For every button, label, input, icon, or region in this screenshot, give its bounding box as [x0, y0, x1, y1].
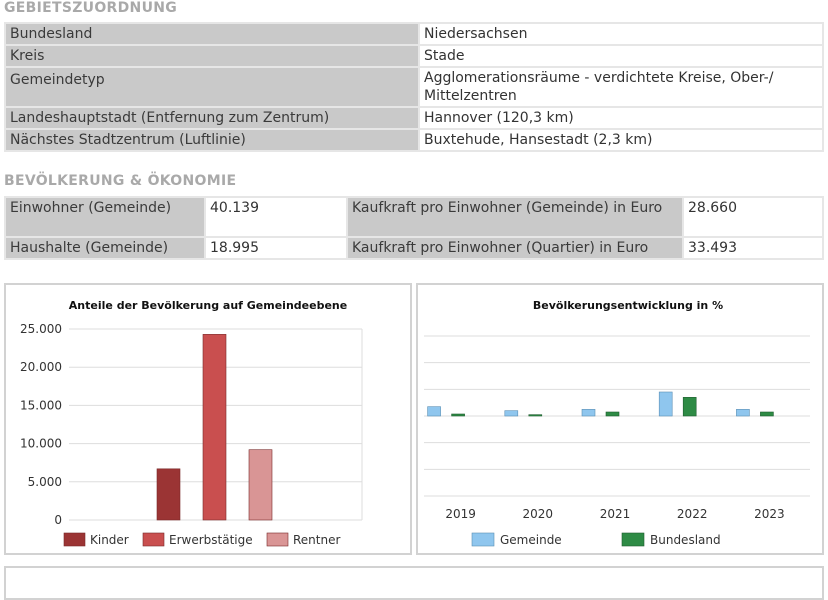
section-title-bevoelkerung: BEVÖLKERUNG & ÖKONOMIE	[4, 173, 237, 189]
row-value: 28.660	[682, 196, 824, 238]
legend-label: Erwerbstätige	[169, 533, 253, 547]
legend-label: Bundesland	[650, 533, 721, 547]
chart-title: Anteile der Bevölkerung auf Gemeindeeben…	[69, 299, 347, 312]
section-title-gebiet: GEBIETSZUORDNUNG	[4, 0, 178, 16]
chart-title: Bevölkerungsentwicklung in %	[533, 299, 723, 312]
bar-bundesland-2021	[605, 411, 620, 417]
row-value: 33.493	[682, 236, 824, 260]
bar-erwerbstätige	[202, 334, 227, 521]
row-label: Kreis	[4, 44, 420, 68]
y-tick-label: 5.000	[28, 475, 62, 489]
y-tick-label: 15.000	[20, 398, 62, 412]
next-chart-box	[4, 566, 824, 600]
row-label: Kaufkraft pro Einwohner (Quartier) in Eu…	[346, 236, 684, 260]
x-tick-label: 2020	[523, 507, 554, 521]
table-row: Kreis Stade	[4, 44, 824, 68]
row-label: Gemeindetyp	[4, 66, 420, 108]
row-value: 18.995	[204, 236, 348, 260]
row-value: Hannover (120,3 km)	[418, 106, 824, 130]
row-value: 40.139	[204, 196, 348, 238]
population-development-svg: Bevölkerungsentwicklung in % -6-4-202462…	[396, 299, 810, 547]
y-tick-label: 20.000	[20, 360, 62, 374]
legend-label: Rentner	[293, 533, 340, 547]
population-development-chart: Bevölkerungsentwicklung in % -6-4-202462…	[396, 283, 824, 555]
table-row: Gemeindetyp Agglomerationsräume - verdich…	[4, 66, 824, 108]
row-value: Agglomerationsräume - verdichtete Kreise…	[418, 66, 824, 108]
legend-label: Kinder	[90, 533, 129, 547]
population-share-chart: Anteile der Bevölkerung auf Gemeindeeben…	[4, 283, 412, 555]
table-row: Haushalte (Gemeinde) 18.995 Kaufkraft pro …	[4, 236, 824, 260]
bar-bundesland-2020	[528, 414, 543, 417]
x-tick-label: 2021	[600, 507, 631, 521]
x-tick-label: 2019	[445, 507, 476, 521]
bar-gemeinde-2021	[581, 409, 596, 417]
row-label: Landeshauptstadt (Entfernung zum Zentrum…	[4, 106, 420, 130]
row-label: Haushalte (Gemeinde)	[4, 236, 206, 260]
bar-bundesland-2023	[760, 411, 774, 417]
table-row: Einwohner (Gemeinde) 40.139 Kaufkraft pro …	[4, 196, 824, 238]
row-label: Bundesland	[4, 22, 420, 46]
row-label: Nächstes Stadtzentrum (Luftlinie)	[4, 128, 420, 152]
gebiet-table: Bundesland Niedersachsen Kreis Stade Gemei…	[4, 22, 824, 152]
row-label: Einwohner (Gemeinde)	[4, 196, 206, 238]
row-value: Buxtehude, Hansestadt (2,3 km)	[418, 128, 824, 152]
row-value: Niedersachsen	[418, 22, 824, 46]
legend-label: Gemeinde	[500, 533, 562, 547]
legend-swatch	[266, 532, 289, 547]
bar-gemeinde-2023	[736, 409, 750, 417]
row-value: Stade	[418, 44, 824, 68]
legend-swatch	[142, 532, 165, 547]
y-tick-label: 25.000	[20, 322, 62, 336]
bar-gemeinde-2020	[504, 410, 519, 417]
bar-gemeinde-2022	[658, 391, 673, 417]
table-row: Bundesland Niedersachsen	[4, 22, 824, 46]
y-tick-label: 0	[54, 513, 62, 527]
legend-swatch	[471, 532, 495, 547]
table-row: Landeshauptstadt (Entfernung zum Zentrum…	[4, 106, 824, 130]
y-tick-label: 10.000	[20, 437, 62, 451]
bar-bundesland-2022	[682, 397, 697, 417]
bar-gemeinde-2019	[427, 406, 441, 417]
bar-bundesland-2019	[451, 413, 465, 417]
bar-rentner	[248, 449, 273, 521]
legend-swatch	[621, 532, 645, 547]
x-tick-label: 2023	[754, 507, 785, 521]
row-label: Kaufkraft pro Einwohner (Gemeinde) in Eu…	[346, 196, 684, 238]
table-row: Nächstes Stadtzentrum (Luftlinie) Buxtehu…	[4, 128, 824, 152]
legend-swatch	[63, 532, 86, 547]
bevoelkerung-table: Einwohner (Gemeinde) 40.139 Kaufkraft pro …	[4, 196, 824, 260]
x-tick-label: 2022	[677, 507, 708, 521]
bar-kinder	[156, 468, 181, 521]
population-share-svg: Anteile der Bevölkerung auf Gemeindeeben…	[20, 299, 363, 547]
